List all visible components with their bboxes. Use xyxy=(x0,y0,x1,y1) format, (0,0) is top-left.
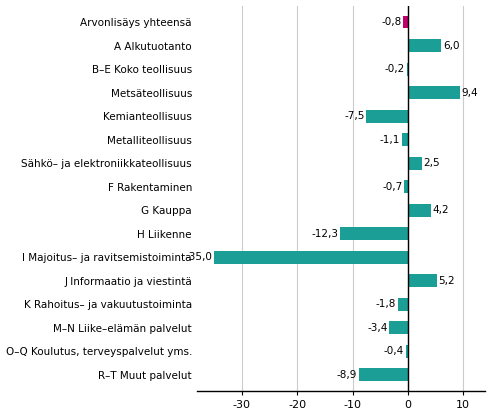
Bar xyxy=(408,86,460,99)
Bar xyxy=(402,133,408,146)
Bar xyxy=(389,322,408,334)
Text: 2,5: 2,5 xyxy=(423,158,440,168)
Bar xyxy=(408,275,436,287)
Bar xyxy=(398,298,408,311)
Bar xyxy=(407,63,408,76)
Bar xyxy=(408,157,422,170)
Text: -7,5: -7,5 xyxy=(344,111,365,121)
Text: -3,4: -3,4 xyxy=(367,323,387,333)
Bar xyxy=(408,39,441,52)
Bar xyxy=(358,369,408,381)
Text: -35,0: -35,0 xyxy=(186,253,213,262)
Text: -1,8: -1,8 xyxy=(376,300,396,310)
Text: -12,3: -12,3 xyxy=(311,229,338,239)
Text: -0,2: -0,2 xyxy=(385,64,405,74)
Bar xyxy=(408,204,431,217)
Bar xyxy=(340,227,408,240)
Text: 5,2: 5,2 xyxy=(438,276,455,286)
Bar xyxy=(366,110,408,123)
Text: -0,7: -0,7 xyxy=(382,182,403,192)
Text: 9,4: 9,4 xyxy=(462,88,478,98)
Text: 4,2: 4,2 xyxy=(433,205,449,215)
Text: 6,0: 6,0 xyxy=(443,40,459,51)
Text: -0,8: -0,8 xyxy=(382,17,402,27)
Text: -8,9: -8,9 xyxy=(337,370,357,380)
Bar xyxy=(406,345,408,358)
Text: -1,1: -1,1 xyxy=(380,135,400,145)
Bar xyxy=(404,15,408,28)
Bar xyxy=(214,251,408,264)
Text: -0,4: -0,4 xyxy=(384,347,404,357)
Bar xyxy=(404,180,408,193)
